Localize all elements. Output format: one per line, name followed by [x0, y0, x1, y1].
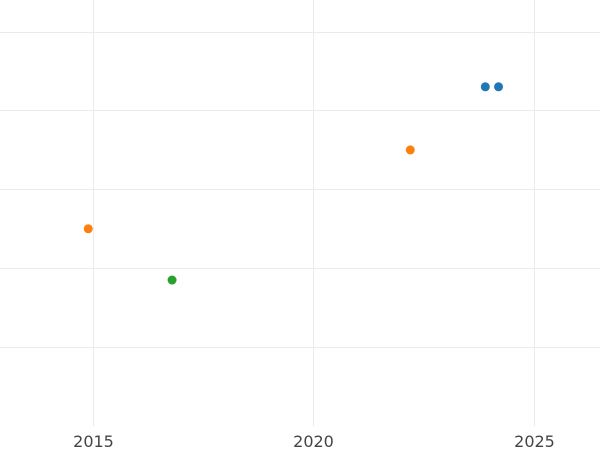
- points-layer: [83, 82, 504, 285]
- x-tick-label-2020: 2020: [293, 432, 334, 450]
- data-point-series1-1[interactable]: [480, 82, 490, 92]
- data-point-series1-2[interactable]: [494, 82, 504, 92]
- grid-layer: [0, 0, 600, 426]
- x-tick-labels: 2015 2020 2025: [73, 432, 555, 450]
- x-tick-label-2025: 2025: [514, 432, 555, 450]
- data-point-series3-1[interactable]: [167, 275, 177, 285]
- data-point-series2-1[interactable]: [83, 224, 93, 234]
- x-tick-label-2015: 2015: [73, 432, 114, 450]
- data-point-series2-2[interactable]: [405, 145, 415, 155]
